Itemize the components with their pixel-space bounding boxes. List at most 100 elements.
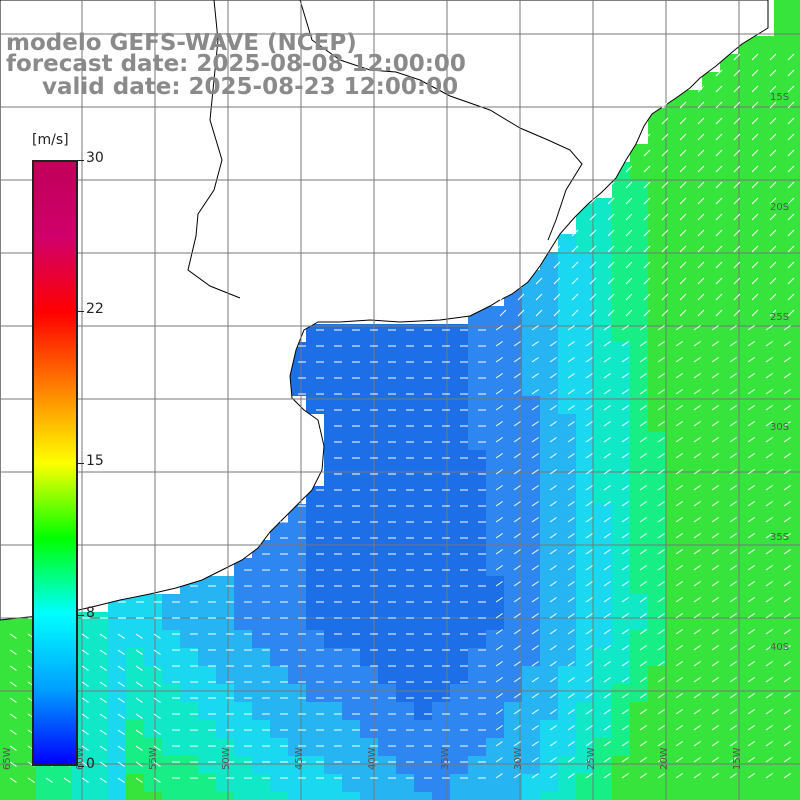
wind-speed-cell (558, 378, 576, 396)
wind-speed-cell (774, 666, 792, 684)
wind-speed-cell (396, 558, 414, 576)
wind-speed-cell (450, 612, 468, 630)
wind-speed-cell (612, 342, 630, 360)
wind-speed-cell (666, 108, 684, 126)
wind-arrow (679, 149, 687, 157)
wind-speed-cell (306, 702, 324, 720)
wind-speed-cell (306, 558, 324, 576)
wind-arrow (621, 709, 629, 715)
wind-speed-cell (90, 738, 108, 756)
wind-speed-cell (162, 648, 180, 666)
wind-speed-cell (216, 630, 234, 648)
wind-arrow (783, 517, 791, 523)
wind-speed-cell (324, 666, 342, 684)
wind-speed-cell (414, 450, 432, 468)
wind-speed-cell (324, 360, 342, 378)
wind-speed-cell (684, 360, 702, 378)
wind-speed-cell (684, 162, 702, 180)
wind-speed-cell (684, 486, 702, 504)
wind-arrow (625, 213, 633, 221)
wind-speed-cell (252, 594, 270, 612)
wind-arrow (675, 405, 683, 411)
wind-arrow (765, 405, 773, 411)
wind-speed-cell (558, 396, 576, 414)
wind-arrow (571, 293, 579, 301)
wind-speed-cell (324, 612, 342, 630)
wind-speed-cell (288, 540, 306, 558)
wind-speed-cell (594, 378, 612, 396)
title-valid-date: valid date: 2025-08-23 12:00:00 (42, 74, 459, 100)
wind-speed-cell (756, 288, 774, 306)
wind-speed-cell (702, 774, 720, 792)
wind-speed-cell (702, 252, 720, 270)
wind-arrow (693, 453, 701, 459)
wind-speed-cell (576, 720, 594, 738)
wind-speed-cell (342, 378, 360, 396)
wind-arrow (733, 53, 741, 61)
wind-speed-cell (504, 360, 522, 378)
wind-speed-cell (108, 630, 126, 648)
wind-arrow (729, 501, 737, 507)
wind-arrow (81, 681, 89, 687)
wind-speed-cell (756, 594, 774, 612)
wind-arrow (711, 501, 719, 507)
wind-speed-cell (126, 756, 144, 774)
wind-speed-cell (738, 432, 756, 450)
wind-arrow (661, 165, 669, 173)
wind-arrow (567, 725, 575, 731)
wind-arrow (639, 741, 647, 747)
wind-arrow (765, 325, 773, 331)
wind-arrow (549, 613, 557, 619)
wind-arrow (711, 437, 719, 443)
wind-speed-cell (414, 432, 432, 450)
wind-arrow (787, 165, 795, 173)
wind-speed-cell (126, 738, 144, 756)
wind-speed-cell (180, 612, 198, 630)
wind-arrow (625, 197, 633, 205)
wind-speed-cell (432, 558, 450, 576)
wind-speed-cell (522, 738, 540, 756)
wind-speed-cell (216, 756, 234, 774)
wind-speed-cell (720, 342, 738, 360)
wind-arrow (621, 661, 629, 667)
wind-arrow (621, 581, 629, 587)
wind-speed-cell (270, 612, 288, 630)
wind-speed-cell (684, 252, 702, 270)
wind-speed-cell (720, 576, 738, 594)
wind-arrow (783, 421, 791, 427)
wind-speed-cell (252, 684, 270, 702)
wind-arrow (765, 437, 773, 443)
wind-speed-cell (198, 576, 216, 594)
wind-speed-cell (396, 432, 414, 450)
wind-speed-cell (180, 684, 198, 702)
wind-arrow (783, 725, 791, 731)
wind-speed-cell (666, 612, 684, 630)
wind-speed-cell (702, 576, 720, 594)
wind-arrow (603, 645, 611, 651)
wind-arrow (711, 709, 719, 715)
wind-speed-cell (630, 774, 648, 792)
wind-speed-cell (648, 342, 666, 360)
wind-speed-cell (756, 630, 774, 648)
wind-arrow (603, 581, 611, 587)
wind-arrow (733, 165, 741, 173)
wind-speed-cell (756, 432, 774, 450)
wind-arrow (567, 437, 575, 443)
wind-speed-cell (576, 306, 594, 324)
wind-speed-cell (792, 54, 800, 72)
wind-speed-cell (126, 648, 144, 666)
wind-arrow (787, 261, 795, 269)
wind-speed-cell (702, 198, 720, 216)
wind-speed-cell (414, 504, 432, 522)
wind-arrow (495, 453, 503, 459)
wind-arrow (787, 101, 795, 109)
wind-speed-cell (666, 522, 684, 540)
wind-speed-cell (738, 594, 756, 612)
wind-arrow (639, 389, 647, 395)
wind-speed-cell (720, 594, 738, 612)
wind-speed-cell (774, 252, 792, 270)
wind-speed-cell (666, 576, 684, 594)
latitude-label: 15S (770, 92, 789, 103)
wind-speed-cell (666, 702, 684, 720)
